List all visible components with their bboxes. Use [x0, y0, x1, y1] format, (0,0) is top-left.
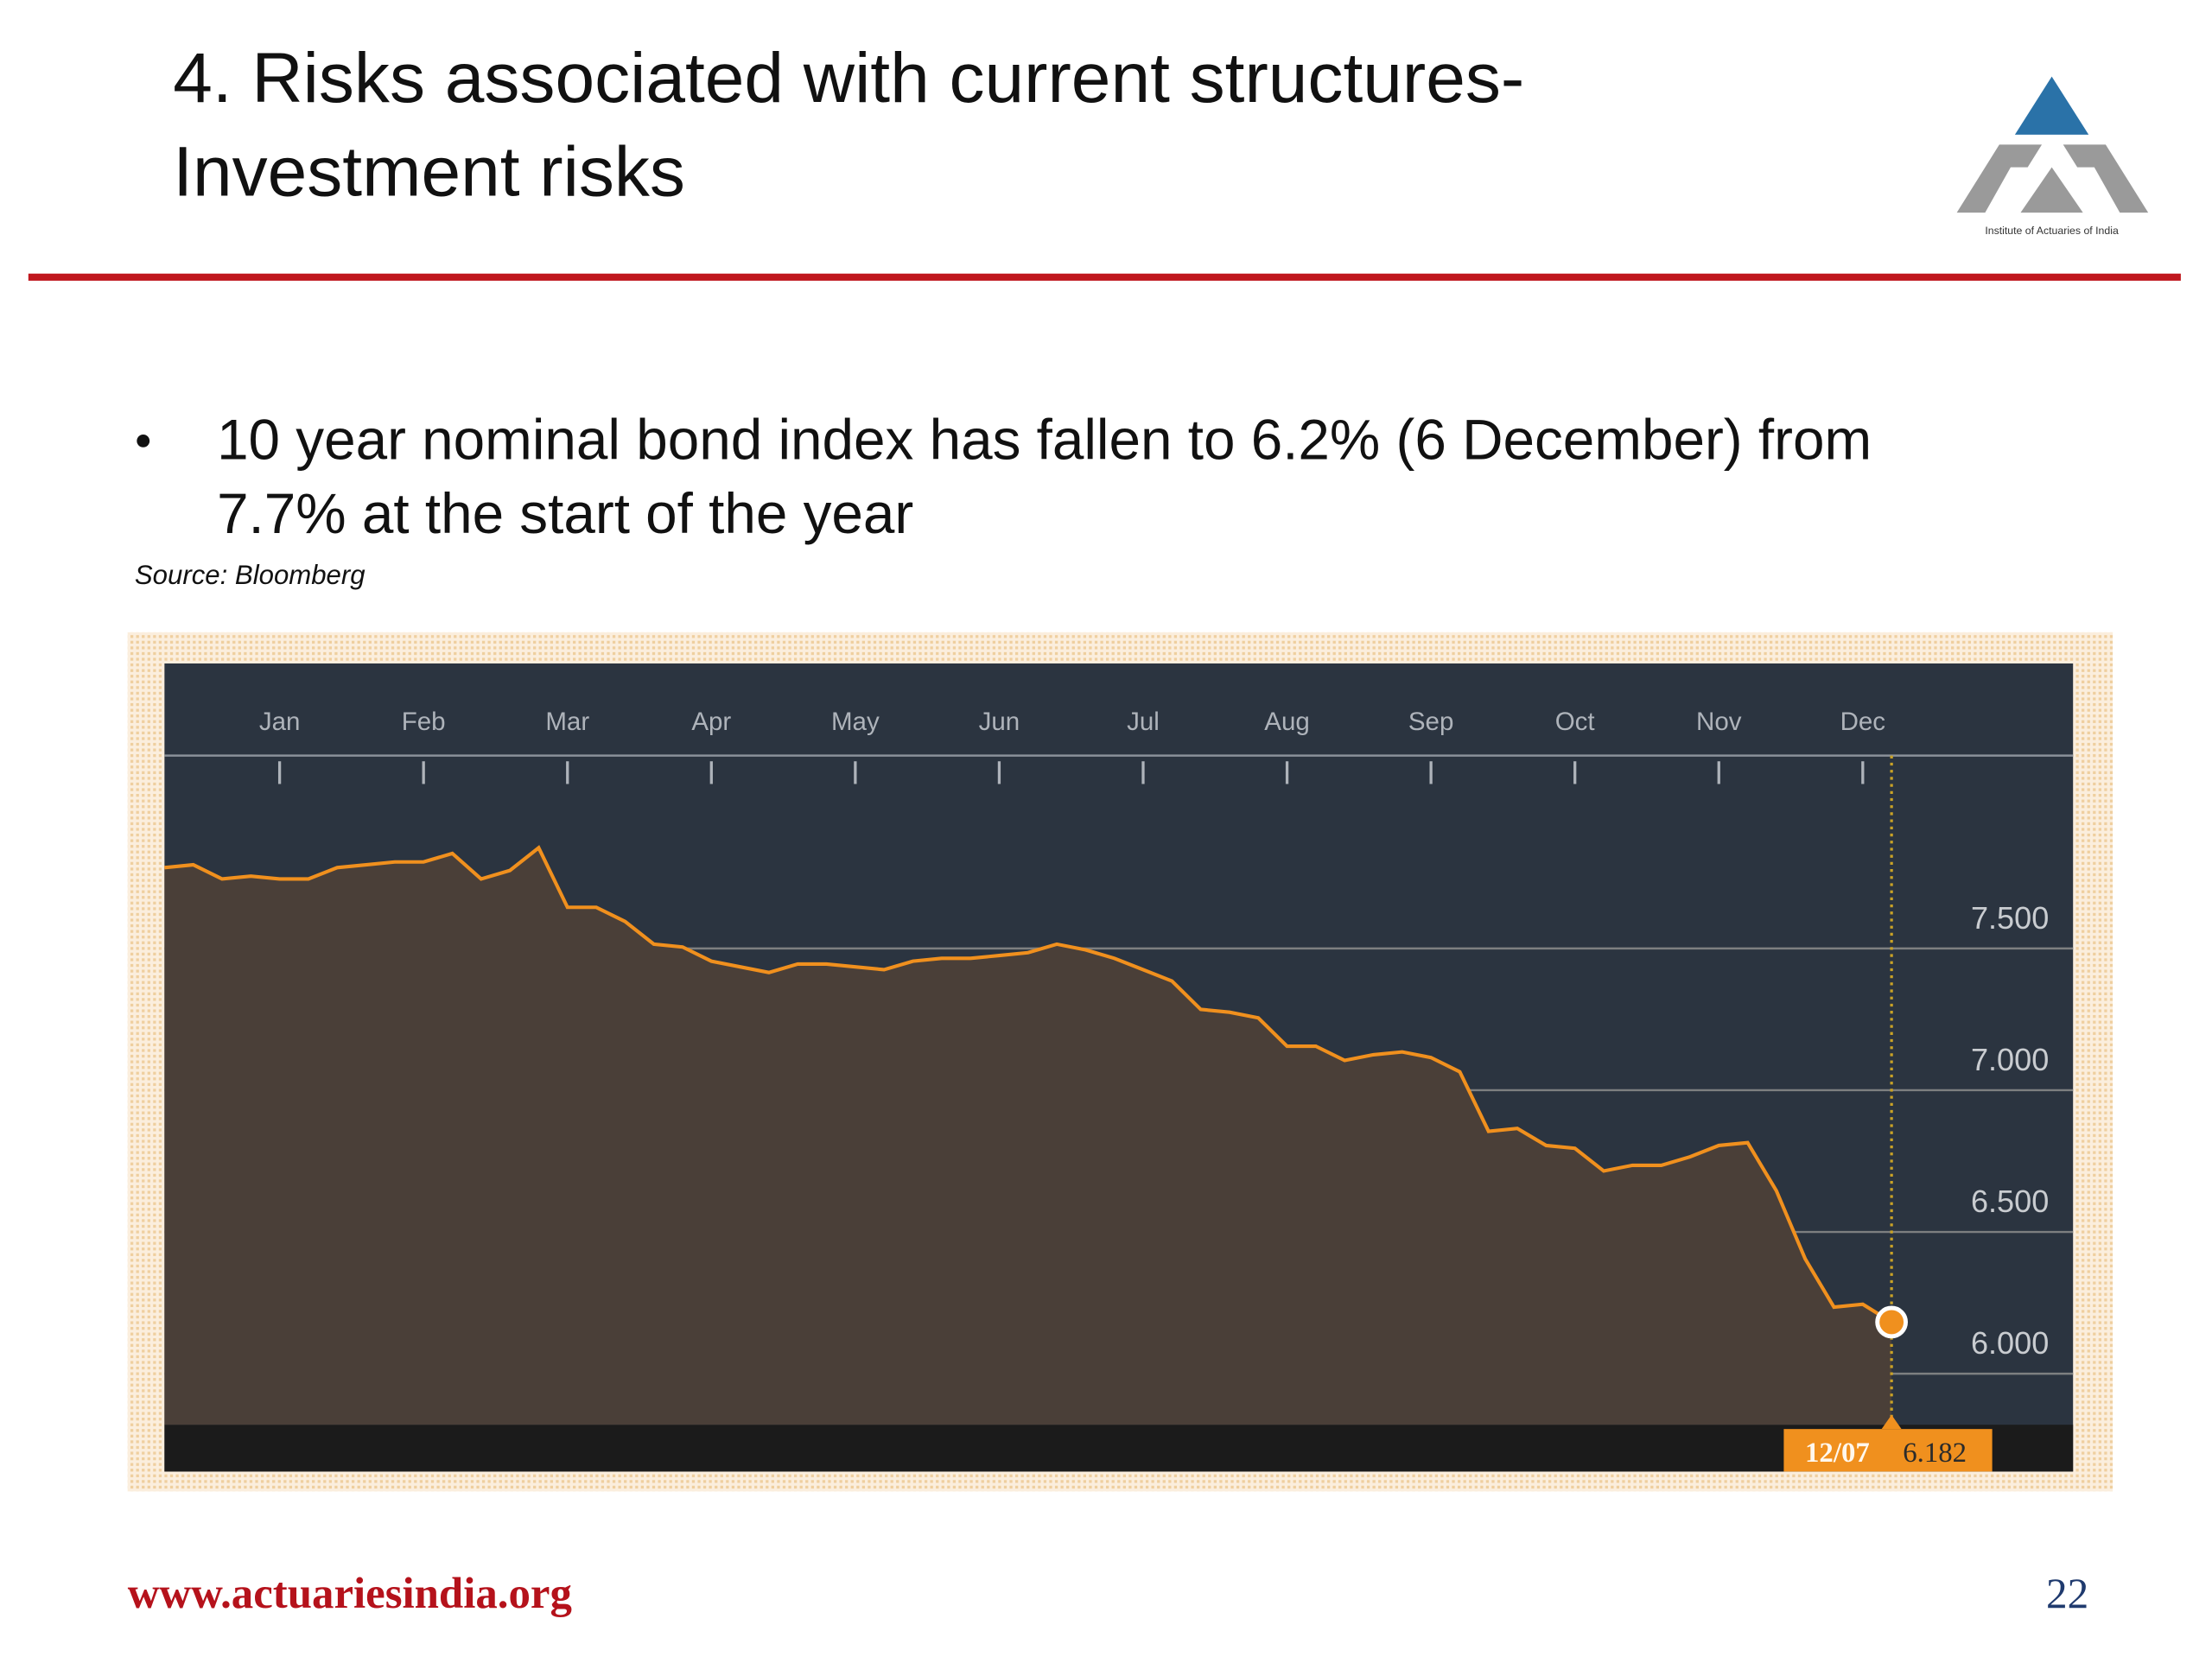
y-tick-label: 7.000 [1971, 1042, 2049, 1077]
y-tick-label: 7.500 [1971, 900, 2049, 936]
value-tag [1783, 1429, 1993, 1472]
x-tick-label: Jun [979, 708, 1020, 736]
divider [28, 273, 2181, 281]
bullet-text: 10 year nominal bond index has fallen to… [217, 409, 1872, 472]
logo-text: Institute of Actuaries of India [1985, 225, 2119, 237]
x-tick-label: Dec [1840, 708, 1886, 736]
bullet-text: 7.7% at the start of the year [217, 482, 913, 545]
x-tick-label: Nov [1696, 708, 1742, 736]
tag-date: 12/07 [1805, 1438, 1870, 1469]
x-tick-label: Mar [545, 708, 589, 736]
x-tick-label: Aug [1264, 708, 1310, 736]
logo: Institute of Actuaries of India [1956, 76, 2149, 237]
line [164, 845, 1893, 1324]
y-tick-label: 6.500 [1971, 1184, 2049, 1219]
last-point [1875, 1305, 1908, 1339]
chart-footer-bar [164, 1425, 2074, 1472]
y-tick-label: 6.000 [1971, 1325, 2049, 1361]
x-tick-label: May [831, 708, 880, 736]
footer-url: www.actuariesindia.org [128, 1570, 572, 1618]
x-tick-label: Jul [1127, 708, 1160, 736]
x-tick-label: Jan [259, 708, 301, 736]
slide-title: Investment risks [173, 132, 685, 211]
chart: 6.000 6.500 7.000 7.500 Jan Feb Mar Apr May Jun Ju… [164, 708, 2074, 1472]
slide-title: 4. Risks associated with current structu… [173, 39, 1524, 117]
bullet-marker [137, 434, 150, 447]
x-tick-label: Apr [691, 708, 731, 736]
x-tick-label: Oct [1555, 708, 1595, 736]
tag-pointer [1881, 1414, 1902, 1430]
x-tick-label: Feb [402, 708, 446, 736]
source: Source: Bloomberg [135, 560, 365, 590]
page-number: 22 [2046, 1570, 2088, 1617]
x-tick-label: Sep [1408, 708, 1454, 736]
tag-value: 6.182 [1903, 1438, 1967, 1469]
area [164, 847, 1892, 1425]
